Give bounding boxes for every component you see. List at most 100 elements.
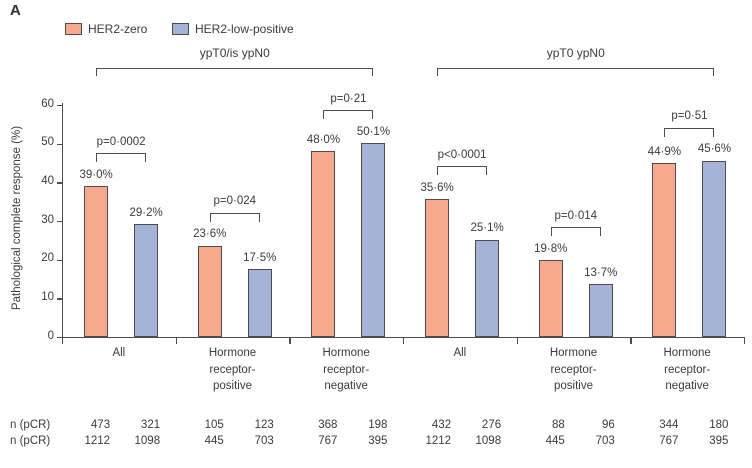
category-label: All (112, 347, 126, 359)
group-label: ypT0/is ypN0 (199, 46, 270, 60)
bar-value-label: 17·5% (243, 251, 277, 264)
her2-zero-swatch-icon (65, 23, 82, 35)
n-pcr-row2-value: 703 (254, 435, 274, 447)
n-pcr-row1-value: 344 (659, 419, 679, 431)
bar-her2-zero (197, 245, 222, 337)
p-value-bracket (664, 127, 715, 137)
p-value-bracket (550, 227, 601, 237)
category-label: Hormone receptor- positive (549, 347, 598, 392)
x-tick (289, 337, 291, 344)
group-label: ypT0 ypN0 (546, 46, 605, 60)
bar-value-label: 48·0% (306, 133, 341, 146)
category-label: Hormone receptor- negative (663, 347, 711, 392)
legend-item-her2-zero: HER2-zero (65, 22, 147, 36)
bar-her2-low-positive (702, 160, 727, 337)
n-pcr-row1-value: 105 (204, 419, 224, 431)
x-tick (175, 337, 178, 344)
n-pcr-row1-value: 368 (318, 419, 338, 431)
x-tick (516, 337, 519, 344)
bar-her2-zero (538, 260, 563, 337)
y-tick-label: 50 (41, 136, 54, 149)
group-bracket (437, 68, 715, 76)
y-tick (56, 105, 63, 107)
y-tick (56, 182, 63, 184)
y-tick-label: 30 (41, 213, 54, 226)
bar-her2-zero (425, 199, 450, 337)
y-tick (56, 143, 63, 146)
bar-value-label: 29·2% (129, 206, 163, 219)
p-value-bracket (437, 166, 488, 176)
bar-value-label: 39·0% (79, 168, 113, 181)
bar-value-label: 44·9% (647, 145, 682, 158)
n-pcr-row2-value: 1098 (475, 435, 502, 447)
bar-her2-low-positive (247, 269, 272, 337)
bar-her2-zero (311, 151, 336, 337)
bar-value-label: 23·6% (193, 228, 227, 241)
bar-her2-zero (84, 186, 109, 337)
p-value-label: p=0·024 (213, 195, 257, 208)
x-tick (403, 337, 405, 344)
bar-her2-low-positive (588, 284, 613, 337)
panel-label: A (10, 2, 21, 19)
p-value-label: p=0·21 (330, 92, 367, 105)
table-row-label: n (pCR) (10, 419, 51, 431)
y-tick (56, 259, 63, 262)
y-tick (56, 221, 63, 223)
bar-her2-low-positive (475, 239, 500, 337)
p-value-bracket (209, 212, 260, 222)
bar-value-label: 45·6% (697, 143, 732, 156)
n-pcr-row2-value: 1212 (84, 435, 111, 447)
n-pcr-row1-value: 96 (601, 419, 615, 431)
x-tick (630, 337, 632, 344)
n-pcr-row2-value: 767 (318, 435, 338, 447)
p-value-bracket (323, 110, 374, 120)
p-value-label: p=0·51 (671, 110, 708, 123)
bar-value-label: 35·6% (420, 181, 454, 194)
y-tick-label: 60 (41, 97, 54, 110)
n-pcr-row2-value: 703 (595, 435, 615, 447)
y-tick-label: 20 (41, 252, 54, 265)
n-pcr-row2-value: 445 (204, 435, 224, 447)
bar-value-label: 13·7% (584, 266, 618, 279)
bar-value-label: 25·1% (470, 222, 504, 235)
y-tick-label: 0 (47, 329, 54, 342)
n-pcr-row2-value: 1212 (425, 435, 452, 447)
y-axis-line (62, 103, 64, 339)
table-row-label: n (pCR) (10, 435, 51, 447)
n-pcr-row1-value: 88 (551, 419, 565, 431)
category-label: Hormone receptor- negative (322, 347, 370, 392)
bar-her2-zero (652, 163, 677, 337)
legend-item-her2-low-positive: HER2-low-positive (172, 22, 294, 36)
bar-her2-low-positive (361, 143, 386, 337)
bar-her2-low-positive (134, 224, 159, 337)
p-value-label: p=0·014 (554, 209, 598, 222)
n-pcr-row1-value: 123 (254, 419, 274, 431)
n-pcr-row1-value: 432 (431, 419, 452, 431)
category-label: Hormone receptor- positive (208, 347, 257, 392)
bar-value-label: 50·1% (356, 125, 391, 138)
y-tick (56, 337, 63, 339)
n-pcr-row2-value: 1098 (134, 435, 161, 447)
p-value-bracket (96, 153, 147, 163)
her2-low-positive-swatch-icon (172, 23, 189, 35)
n-pcr-row2-value: 395 (368, 435, 388, 447)
n-pcr-row1-value: 321 (140, 419, 161, 431)
x-tick (744, 337, 746, 344)
bar-value-label: 19·8% (534, 242, 568, 255)
y-tick (56, 298, 63, 300)
p-value-label: p<0·0001 (437, 148, 487, 161)
y-tick-label: 10 (41, 290, 54, 303)
y-tick-label: 40 (41, 174, 54, 187)
n-pcr-row2-value: 767 (659, 435, 679, 447)
group-bracket (96, 68, 374, 76)
x-tick (62, 337, 64, 344)
legend-label-her2-low-positive: HER2-low-positive (195, 22, 294, 36)
n-pcr-row1-value: 180 (709, 419, 729, 431)
n-pcr-row1-value: 473 (90, 419, 111, 431)
legend-label-her2-zero: HER2-zero (88, 22, 148, 36)
n-pcr-row1-value: 198 (368, 419, 388, 431)
n-pcr-row2-value: 445 (545, 435, 565, 447)
p-value-label: p=0·0002 (96, 135, 146, 148)
